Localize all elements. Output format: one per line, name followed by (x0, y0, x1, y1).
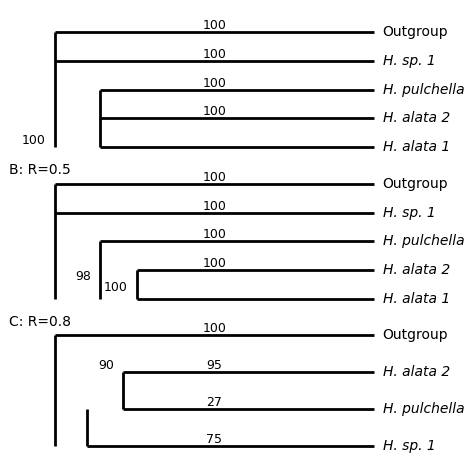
Text: H. alata 1: H. alata 1 (383, 292, 450, 306)
Text: H. alata 2: H. alata 2 (383, 263, 450, 277)
Text: 100: 100 (202, 19, 226, 32)
Text: H. pulchella: H. pulchella (383, 234, 464, 248)
Text: 100: 100 (202, 48, 226, 61)
Text: H. pulchella: H. pulchella (383, 82, 464, 97)
Text: H. pulchella: H. pulchella (383, 402, 464, 416)
Text: 27: 27 (206, 396, 222, 409)
Text: C: R=0.8: C: R=0.8 (9, 315, 72, 328)
Text: B: R=0.5: B: R=0.5 (9, 163, 71, 177)
Text: 100: 100 (202, 200, 226, 213)
Text: 100: 100 (202, 257, 226, 270)
Text: Outgroup: Outgroup (383, 26, 448, 39)
Text: 98: 98 (75, 270, 91, 283)
Text: 100: 100 (202, 77, 226, 90)
Text: 100: 100 (104, 281, 128, 294)
Text: Outgroup: Outgroup (383, 177, 448, 191)
Text: 100: 100 (202, 322, 226, 335)
Text: H. alata 1: H. alata 1 (383, 140, 450, 154)
Text: H. alata 2: H. alata 2 (383, 111, 450, 125)
Text: 90: 90 (98, 359, 114, 372)
Text: 100: 100 (202, 105, 226, 118)
Text: H. sp. 1: H. sp. 1 (383, 439, 435, 453)
Text: H. sp. 1: H. sp. 1 (383, 54, 435, 68)
Text: 100: 100 (202, 228, 226, 241)
Text: 100: 100 (22, 134, 46, 147)
Text: Outgroup: Outgroup (383, 328, 448, 342)
Text: 75: 75 (206, 433, 222, 446)
Text: H. sp. 1: H. sp. 1 (383, 206, 435, 219)
Text: H. alata 2: H. alata 2 (383, 365, 450, 379)
Text: 100: 100 (202, 171, 226, 184)
Text: 95: 95 (206, 359, 222, 372)
